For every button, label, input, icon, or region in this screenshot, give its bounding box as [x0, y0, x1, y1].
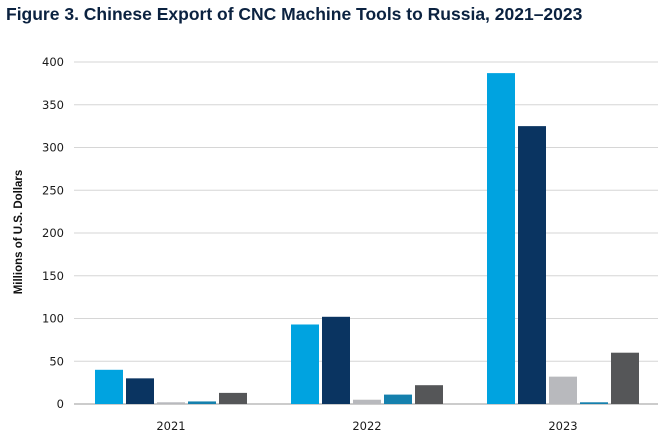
- bar-2021-series-1: [95, 369, 123, 404]
- bar-2022-series-2: [322, 316, 350, 404]
- x-tick-label: 2022: [352, 419, 381, 433]
- bar-2023-series-1: [487, 73, 515, 405]
- y-tick-label: 350: [42, 98, 64, 112]
- y-tick-labels: 0 50 100 150 200 250 300 350 400: [42, 55, 64, 411]
- bar-2022-series-3: [353, 399, 381, 404]
- bar-2023-series-2: [518, 126, 546, 404]
- x-tick-labels: 2021 2022 2023: [156, 419, 577, 433]
- bar-2021-series-2: [126, 378, 154, 404]
- y-tick-label: 0: [57, 397, 64, 411]
- y-tick-label: 200: [42, 226, 64, 240]
- bar-2023-series-4: [580, 402, 608, 404]
- gridlines: [74, 61, 658, 405]
- y-tick-label: 150: [42, 269, 64, 283]
- bar-2023-series-5: [611, 352, 639, 404]
- bar-2023-series-3: [549, 376, 577, 404]
- y-tick-label: 250: [42, 183, 64, 197]
- x-tick-label: 2021: [156, 419, 185, 433]
- y-tick-label: 300: [42, 141, 64, 155]
- chart-title: Figure 3. Chinese Export of CNC Machine …: [6, 4, 583, 24]
- y-tick-label: 100: [42, 312, 64, 326]
- x-tick-label: 2023: [548, 419, 577, 433]
- bar-2021-series-5: [219, 392, 247, 404]
- bar-2021-series-4: [188, 401, 216, 404]
- bar-2021-series-3: [157, 402, 185, 404]
- bar-2022-series-4: [384, 394, 412, 404]
- bar-2022-series-1: [291, 324, 319, 404]
- bars: [95, 73, 639, 405]
- y-tick-label: 400: [42, 55, 64, 69]
- y-tick-label: 50: [49, 354, 64, 368]
- bar-2022-series-5: [415, 385, 443, 404]
- y-axis-label: Millions of U.S. Dollars: [13, 170, 25, 295]
